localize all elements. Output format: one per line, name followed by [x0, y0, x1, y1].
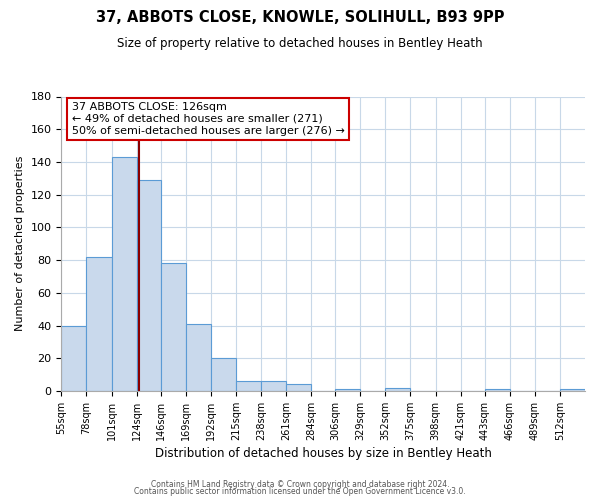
- Bar: [211, 358, 236, 391]
- Bar: [560, 390, 585, 391]
- Bar: [137, 180, 161, 391]
- Bar: [112, 157, 137, 391]
- Bar: [186, 324, 211, 391]
- Bar: [86, 257, 112, 391]
- Bar: [385, 388, 410, 391]
- Bar: [61, 326, 86, 391]
- Bar: [261, 381, 286, 391]
- X-axis label: Distribution of detached houses by size in Bentley Heath: Distribution of detached houses by size …: [155, 447, 491, 460]
- Text: 37 ABBOTS CLOSE: 126sqm
← 49% of detached houses are smaller (271)
50% of semi-d: 37 ABBOTS CLOSE: 126sqm ← 49% of detache…: [72, 102, 345, 136]
- Bar: [161, 264, 186, 391]
- Text: Contains public sector information licensed under the Open Government Licence v3: Contains public sector information licen…: [134, 487, 466, 496]
- Y-axis label: Number of detached properties: Number of detached properties: [15, 156, 25, 332]
- Text: 37, ABBOTS CLOSE, KNOWLE, SOLIHULL, B93 9PP: 37, ABBOTS CLOSE, KNOWLE, SOLIHULL, B93 …: [96, 10, 504, 25]
- Bar: [335, 390, 360, 391]
- Bar: [236, 381, 261, 391]
- Text: Contains HM Land Registry data © Crown copyright and database right 2024.: Contains HM Land Registry data © Crown c…: [151, 480, 449, 489]
- Text: Size of property relative to detached houses in Bentley Heath: Size of property relative to detached ho…: [117, 38, 483, 51]
- Bar: [286, 384, 311, 391]
- Bar: [485, 390, 510, 391]
